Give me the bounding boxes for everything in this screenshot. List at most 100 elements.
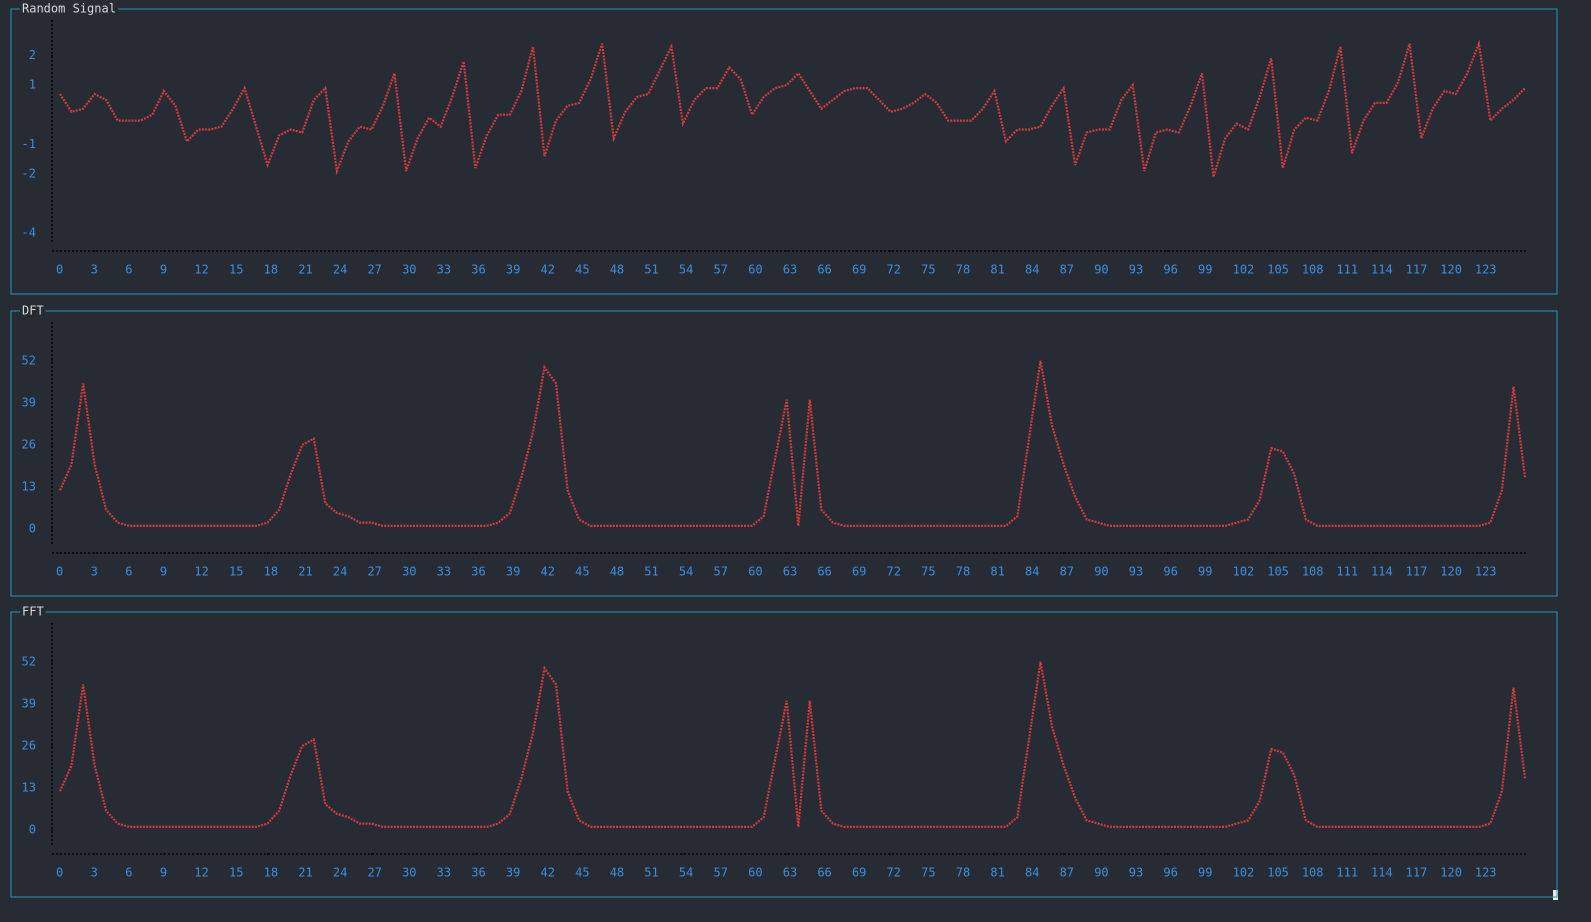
x-tick-label: 24 (333, 866, 347, 880)
x-tick-label: 111 (1336, 866, 1358, 880)
x-tick-label: 84 (1025, 866, 1039, 880)
y-tick-label: 39 (22, 696, 36, 710)
x-tick-label: 72 (887, 263, 901, 277)
x-tick-label: 114 (1371, 565, 1393, 579)
x-tick-label: 63 (783, 866, 797, 880)
x-tick-label: 108 (1302, 866, 1324, 880)
x-tick-label: 30 (402, 866, 416, 880)
x-tick-label: 123 (1475, 565, 1497, 579)
x-tick-label: 123 (1475, 263, 1497, 277)
x-tick-label: 9 (160, 263, 167, 277)
x-tick-label: 90 (1094, 263, 1108, 277)
panel-border (10, 8, 1558, 295)
x-tick-label: 15 (229, 565, 243, 579)
x-tick-label: 60 (748, 565, 762, 579)
y-tick-label: 39 (22, 395, 36, 409)
x-tick-label: 72 (887, 866, 901, 880)
x-tick-label: 21 (298, 565, 312, 579)
title-background (20, 2, 118, 16)
x-tick-label: 81 (990, 263, 1004, 277)
x-tick-label: 111 (1336, 565, 1358, 579)
x-tick-label: 78 (956, 565, 970, 579)
x-tick-label: 69 (852, 263, 866, 277)
x-tick-label: 12 (194, 866, 208, 880)
x-tick-label: 6 (125, 263, 132, 277)
x-tick-label: 33 (437, 866, 451, 880)
x-tick-label: 87 (1060, 565, 1074, 579)
x-tick-label: 54 (679, 263, 693, 277)
panel-title: DFT (22, 304, 44, 318)
x-tick-label: 45 (575, 263, 589, 277)
y-tick-label: -4 (22, 226, 36, 240)
x-tick-label: 27 (367, 866, 381, 880)
x-tick-label: 63 (783, 263, 797, 277)
x-tick-label: 36 (471, 565, 485, 579)
x-tick-label: 57 (714, 565, 728, 579)
y-tick-label: 26 (22, 437, 36, 451)
x-tick-label: 45 (575, 565, 589, 579)
x-tick-label: 96 (1163, 866, 1177, 880)
x-tick-label: 78 (956, 866, 970, 880)
panel-border (10, 611, 1558, 898)
x-tick-label: 66 (817, 263, 831, 277)
x-tick-label: 39 (506, 866, 520, 880)
x-tick-label: 18 (264, 263, 278, 277)
x-tick-label: 75 (921, 565, 935, 579)
x-tick-label: 21 (298, 263, 312, 277)
x-tick-label: 30 (402, 565, 416, 579)
x-tick-label: 57 (714, 263, 728, 277)
x-tick-label: 36 (471, 263, 485, 277)
x-tick-label: 99 (1198, 866, 1212, 880)
x-tick-label: 87 (1060, 866, 1074, 880)
x-tick-label: 51 (644, 866, 658, 880)
x-tick-label: 108 (1302, 565, 1324, 579)
x-tick-label: 78 (956, 263, 970, 277)
x-tick-label: 120 (1440, 263, 1462, 277)
x-tick-label: 6 (125, 866, 132, 880)
y-tick-label: 0 (29, 522, 36, 536)
x-tick-label: 66 (817, 565, 831, 579)
x-tick-label: 93 (1129, 866, 1143, 880)
title-background (20, 605, 46, 619)
x-tick-label: 39 (506, 565, 520, 579)
x-tick-label: 12 (194, 263, 208, 277)
x-tick-label: 21 (298, 866, 312, 880)
y-tick-label: 26 (22, 738, 36, 752)
title-background (20, 304, 46, 318)
x-tick-label: 84 (1025, 565, 1039, 579)
x-tick-label: 81 (990, 866, 1004, 880)
x-tick-label: 75 (921, 263, 935, 277)
x-tick-label: 33 (437, 263, 451, 277)
y-tick-label: 52 (22, 654, 36, 668)
x-tick-label: 93 (1129, 263, 1143, 277)
x-tick-label: 54 (679, 866, 693, 880)
x-tick-label: 54 (679, 565, 693, 579)
x-tick-label: 117 (1406, 866, 1428, 880)
panel-title: Random Signal (22, 2, 116, 16)
x-tick-label: 42 (540, 565, 554, 579)
x-tick-label: 90 (1094, 866, 1108, 880)
x-tick-label: 102 (1233, 565, 1255, 579)
y-tick-label: 1 (29, 78, 36, 92)
panel-border (10, 310, 1558, 597)
x-tick-label: 69 (852, 565, 866, 579)
x-tick-label: 27 (367, 263, 381, 277)
x-tick-label: 105 (1267, 565, 1289, 579)
y-tick-label: 2 (29, 48, 36, 62)
x-tick-label: 123 (1475, 866, 1497, 880)
x-tick-label: 3 (91, 866, 98, 880)
x-tick-label: 0 (56, 263, 63, 277)
x-tick-label: 48 (610, 263, 624, 277)
x-tick-label: 87 (1060, 263, 1074, 277)
x-tick-label: 45 (575, 866, 589, 880)
x-tick-label: 93 (1129, 565, 1143, 579)
x-tick-label: 51 (644, 565, 658, 579)
x-tick-label: 12 (194, 565, 208, 579)
x-tick-label: 27 (367, 565, 381, 579)
y-tick-label: -1 (22, 137, 36, 151)
x-tick-label: 75 (921, 866, 935, 880)
x-tick-label: 102 (1233, 263, 1255, 277)
x-tick-label: 48 (610, 866, 624, 880)
y-tick-label: 52 (22, 353, 36, 367)
